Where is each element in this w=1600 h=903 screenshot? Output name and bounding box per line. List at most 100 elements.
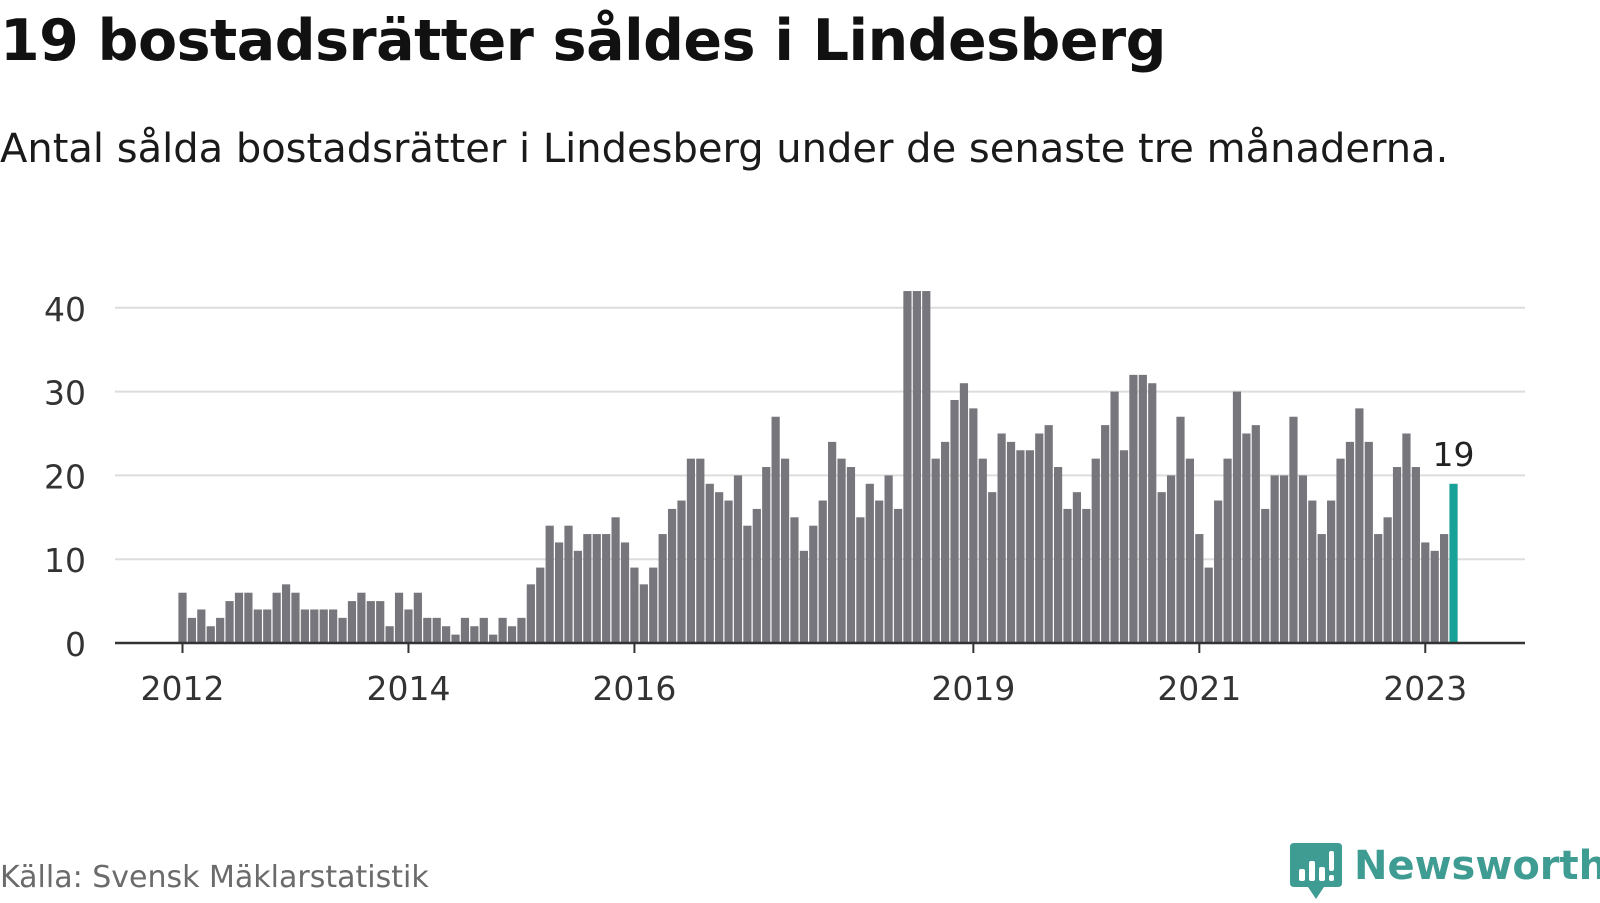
bar xyxy=(1430,550,1439,643)
bar xyxy=(413,592,422,643)
bar xyxy=(997,433,1006,643)
bar xyxy=(865,483,874,643)
bar-highlight xyxy=(1449,483,1458,643)
bar xyxy=(507,626,517,643)
bar xyxy=(1166,475,1176,643)
bar xyxy=(941,441,950,643)
bar xyxy=(705,483,714,643)
highlight-value-label: 19 xyxy=(1433,435,1475,474)
bar xyxy=(1440,534,1449,643)
bar xyxy=(216,617,225,643)
bar xyxy=(432,617,441,643)
bar xyxy=(1148,383,1157,643)
bar xyxy=(846,467,856,643)
bar xyxy=(1129,374,1138,643)
y-tick-label: 40 xyxy=(44,290,86,329)
bar xyxy=(225,601,234,643)
x-tick-label: 2016 xyxy=(592,669,676,708)
bar xyxy=(658,534,667,643)
bar xyxy=(1402,433,1411,643)
bar xyxy=(959,383,969,643)
bar xyxy=(1204,567,1213,643)
bar xyxy=(724,500,733,643)
y-tick-label: 30 xyxy=(44,374,86,413)
bar xyxy=(912,291,921,643)
bar xyxy=(1270,475,1279,643)
bar xyxy=(893,508,903,643)
bar xyxy=(1298,475,1307,643)
bar xyxy=(1006,441,1016,643)
bar xyxy=(978,458,987,643)
axes xyxy=(115,641,1525,653)
bar xyxy=(611,517,620,643)
bar xyxy=(357,592,366,643)
bar xyxy=(1374,534,1383,643)
bar xyxy=(875,500,884,643)
bar xyxy=(752,508,761,643)
bar xyxy=(272,592,281,643)
bar xyxy=(234,592,244,643)
bar xyxy=(1091,458,1100,643)
bar xyxy=(178,592,187,643)
bar xyxy=(319,609,328,643)
bar xyxy=(1214,500,1223,643)
bar xyxy=(762,467,771,643)
x-tick-label: 2014 xyxy=(366,669,450,708)
bar xyxy=(536,567,545,643)
bar xyxy=(677,500,686,643)
bar xyxy=(253,609,262,643)
bar xyxy=(1336,458,1345,643)
bar xyxy=(187,617,197,643)
bar xyxy=(385,626,394,643)
bar xyxy=(1053,467,1063,643)
bar xyxy=(1110,391,1119,643)
bar xyxy=(1345,441,1355,643)
bar xyxy=(583,534,592,643)
bar xyxy=(1308,500,1317,643)
bar xyxy=(206,626,215,643)
bar xyxy=(479,617,488,643)
bar xyxy=(329,609,338,643)
bar xyxy=(1364,441,1373,643)
bar xyxy=(780,458,790,643)
bar xyxy=(451,634,460,643)
bar xyxy=(517,617,526,643)
bar xyxy=(244,592,253,643)
bar xyxy=(1289,416,1298,643)
bar xyxy=(1157,492,1166,643)
bar xyxy=(470,626,479,643)
source-note: Källa: Svensk Mäklarstatistik xyxy=(0,860,429,895)
bar xyxy=(310,609,319,643)
bar xyxy=(715,492,724,643)
bar xyxy=(366,601,375,643)
bar xyxy=(498,617,507,643)
newsworthy-logo[interactable]: Newsworthy xyxy=(1290,843,1600,903)
bar-chart: 0 10 20 30 40 2012 2014 2016 2019 2021 2023 19 xyxy=(44,290,1525,708)
y-tick-label: 0 xyxy=(65,625,86,664)
bar xyxy=(602,534,611,643)
bar xyxy=(1317,534,1326,643)
bar xyxy=(1383,517,1392,643)
bar xyxy=(1355,408,1364,643)
x-tick-label: 2021 xyxy=(1157,669,1241,708)
bar xyxy=(733,475,743,643)
bar xyxy=(837,458,846,643)
bar xyxy=(1327,500,1336,643)
bar xyxy=(1411,467,1420,643)
bar xyxy=(423,617,432,643)
bar xyxy=(592,534,601,643)
bar xyxy=(1035,433,1044,643)
bar xyxy=(1232,391,1242,643)
bar xyxy=(969,408,978,643)
bar xyxy=(291,592,300,643)
bar xyxy=(1279,475,1289,643)
bar xyxy=(376,601,385,643)
bar xyxy=(1392,467,1402,643)
bar xyxy=(1261,508,1270,643)
bar xyxy=(460,617,470,643)
bar xyxy=(686,458,696,643)
bar xyxy=(950,399,959,643)
bar xyxy=(197,609,206,643)
bar xyxy=(394,592,404,643)
bar xyxy=(988,492,997,643)
